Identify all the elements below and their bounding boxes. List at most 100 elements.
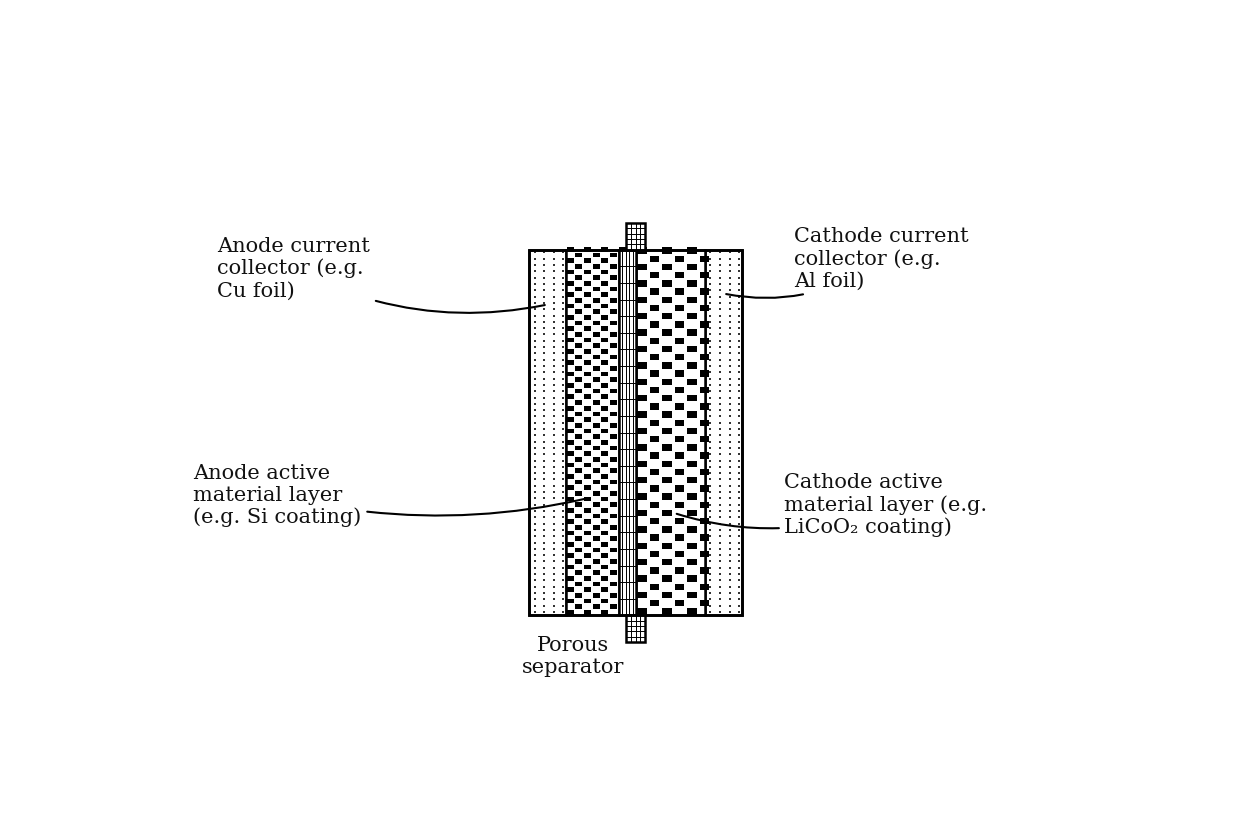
Bar (699, 600, 709, 606)
Bar (593, 389, 600, 393)
Bar (675, 256, 684, 262)
Bar (610, 343, 618, 348)
Bar (687, 247, 697, 254)
Bar (593, 480, 600, 484)
Bar (584, 463, 591, 468)
Bar (567, 542, 574, 547)
Bar (699, 568, 709, 573)
Bar (593, 332, 600, 337)
Bar (687, 592, 697, 598)
Bar (601, 258, 609, 263)
Bar (584, 383, 591, 388)
Bar (637, 559, 647, 565)
Bar (601, 542, 609, 547)
Bar (626, 615, 645, 642)
Bar (687, 477, 697, 483)
Bar (567, 474, 574, 478)
Bar (675, 501, 684, 508)
Bar (610, 581, 618, 586)
Bar (662, 460, 672, 467)
Bar (575, 502, 583, 507)
Bar (575, 480, 583, 484)
Bar (662, 395, 672, 401)
Bar (675, 518, 684, 524)
Bar (662, 264, 672, 270)
Bar (699, 518, 709, 524)
Bar (650, 568, 660, 573)
Bar (619, 496, 626, 501)
Bar (593, 423, 600, 428)
Bar (699, 419, 709, 426)
Bar (601, 372, 609, 377)
Bar (610, 400, 618, 405)
Bar (610, 411, 618, 416)
Bar (650, 288, 660, 295)
Bar (567, 304, 574, 308)
Bar (699, 468, 709, 475)
Bar (626, 223, 645, 250)
Bar (619, 428, 626, 433)
Bar (619, 451, 626, 456)
Bar (567, 519, 574, 524)
Bar (601, 474, 609, 478)
Bar (601, 360, 609, 365)
Bar (610, 571, 618, 575)
Bar (567, 383, 574, 388)
Bar (675, 419, 684, 426)
Bar (593, 514, 600, 518)
Bar (675, 272, 684, 278)
Bar (675, 535, 684, 541)
Bar (575, 310, 583, 314)
Bar (619, 315, 626, 319)
Bar (593, 287, 600, 292)
Bar (601, 508, 609, 513)
Bar (593, 400, 600, 405)
Bar (575, 332, 583, 337)
Bar (575, 378, 583, 382)
Bar (662, 559, 672, 565)
Bar (637, 395, 647, 401)
Bar (662, 543, 672, 549)
Bar (593, 434, 600, 439)
Bar (637, 329, 647, 336)
Bar (662, 477, 672, 483)
Bar (584, 531, 591, 536)
Bar (584, 576, 591, 581)
Bar (575, 287, 583, 292)
Bar (619, 258, 626, 263)
Bar (687, 280, 697, 287)
Bar (567, 440, 574, 445)
Bar (610, 604, 618, 609)
Bar (675, 321, 684, 328)
Bar (584, 304, 591, 308)
Bar (650, 485, 660, 491)
Bar (619, 281, 626, 286)
Bar (601, 576, 609, 581)
Bar (610, 332, 618, 337)
Bar (584, 372, 591, 377)
Bar (584, 337, 591, 342)
Bar (567, 565, 574, 569)
Bar (567, 315, 574, 319)
Bar (650, 354, 660, 360)
Bar (662, 526, 672, 532)
Bar (619, 337, 626, 342)
Bar (619, 554, 626, 558)
Bar (601, 269, 609, 274)
Bar (699, 288, 709, 295)
Bar (567, 337, 574, 342)
Bar (687, 526, 697, 532)
Bar (619, 395, 626, 399)
Bar (650, 419, 660, 426)
Bar (593, 536, 600, 541)
Bar (610, 389, 618, 393)
Bar (675, 288, 684, 295)
Bar (610, 457, 618, 462)
Bar (584, 315, 591, 319)
Bar (567, 269, 574, 274)
Bar (650, 370, 660, 377)
Bar (575, 252, 583, 257)
Bar (575, 355, 583, 360)
Bar (584, 258, 591, 263)
Bar (601, 428, 609, 433)
